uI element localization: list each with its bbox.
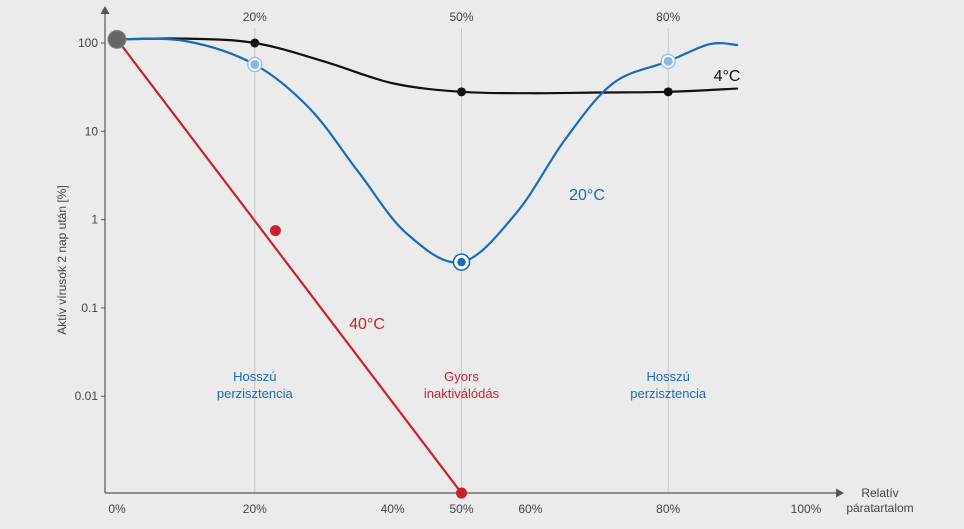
x-axis-title-line: Relatív (861, 486, 898, 500)
x-axis-arrow (836, 488, 844, 498)
series-point (250, 60, 260, 70)
x-tick-label: 50% (449, 502, 473, 516)
series-point (663, 87, 673, 97)
x-tick-label: 0% (108, 502, 126, 516)
grid-top-label: 20% (243, 10, 267, 24)
series-point (269, 225, 281, 237)
series-point (456, 487, 467, 499)
series-point (457, 87, 466, 97)
start-point (107, 29, 127, 49)
x-tick-label: 20% (243, 502, 267, 516)
series-line-0 (115, 37, 739, 95)
y-tick-label: 0.1 (81, 301, 98, 315)
x-tick-label: 80% (656, 502, 680, 516)
y-tick-label: 1 (91, 213, 98, 227)
series-line-1 (115, 37, 739, 264)
annotation-2: Hosszú perzisztencia (630, 369, 707, 401)
grid-top-label: 80% (656, 10, 680, 24)
annotation-line: perzisztencia (217, 386, 294, 401)
x-tick-label: 100% (791, 502, 822, 516)
x-axis-title-line: páratartalom (846, 501, 913, 515)
y-tick-label: 10 (85, 124, 99, 138)
annotation-line: inaktiválódás (424, 386, 500, 401)
y-tick-label: 0.01 (75, 389, 99, 403)
x-tick-label: 40% (381, 502, 405, 516)
y-axis-title: Aktív vírusok 2 nap után [%] (55, 185, 69, 334)
x-tick-label: 60% (518, 502, 542, 516)
series-point (457, 257, 466, 267)
annotation-line: Hosszú (233, 369, 276, 384)
series-point (663, 56, 673, 66)
series-label-2: 40°C (349, 316, 385, 333)
annotation-line: Hosszú (647, 369, 690, 384)
y-tick-label: 100 (78, 36, 98, 50)
series-line-2 (115, 38, 463, 495)
annotation-1: Gyors inaktiválódás (424, 369, 500, 401)
grid-top-label: 50% (449, 10, 473, 24)
y-axis-arrow (100, 6, 110, 14)
series-point (250, 38, 260, 48)
series-label-0: 4°C (714, 68, 741, 85)
annotation-0: Hosszú perzisztencia (217, 369, 294, 401)
x-axis-title: Relatív páratartalom (846, 486, 913, 515)
series-label-1: 20°C (569, 187, 605, 204)
annotation-line: Gyors (444, 369, 479, 384)
annotation-line: perzisztencia (630, 386, 707, 401)
